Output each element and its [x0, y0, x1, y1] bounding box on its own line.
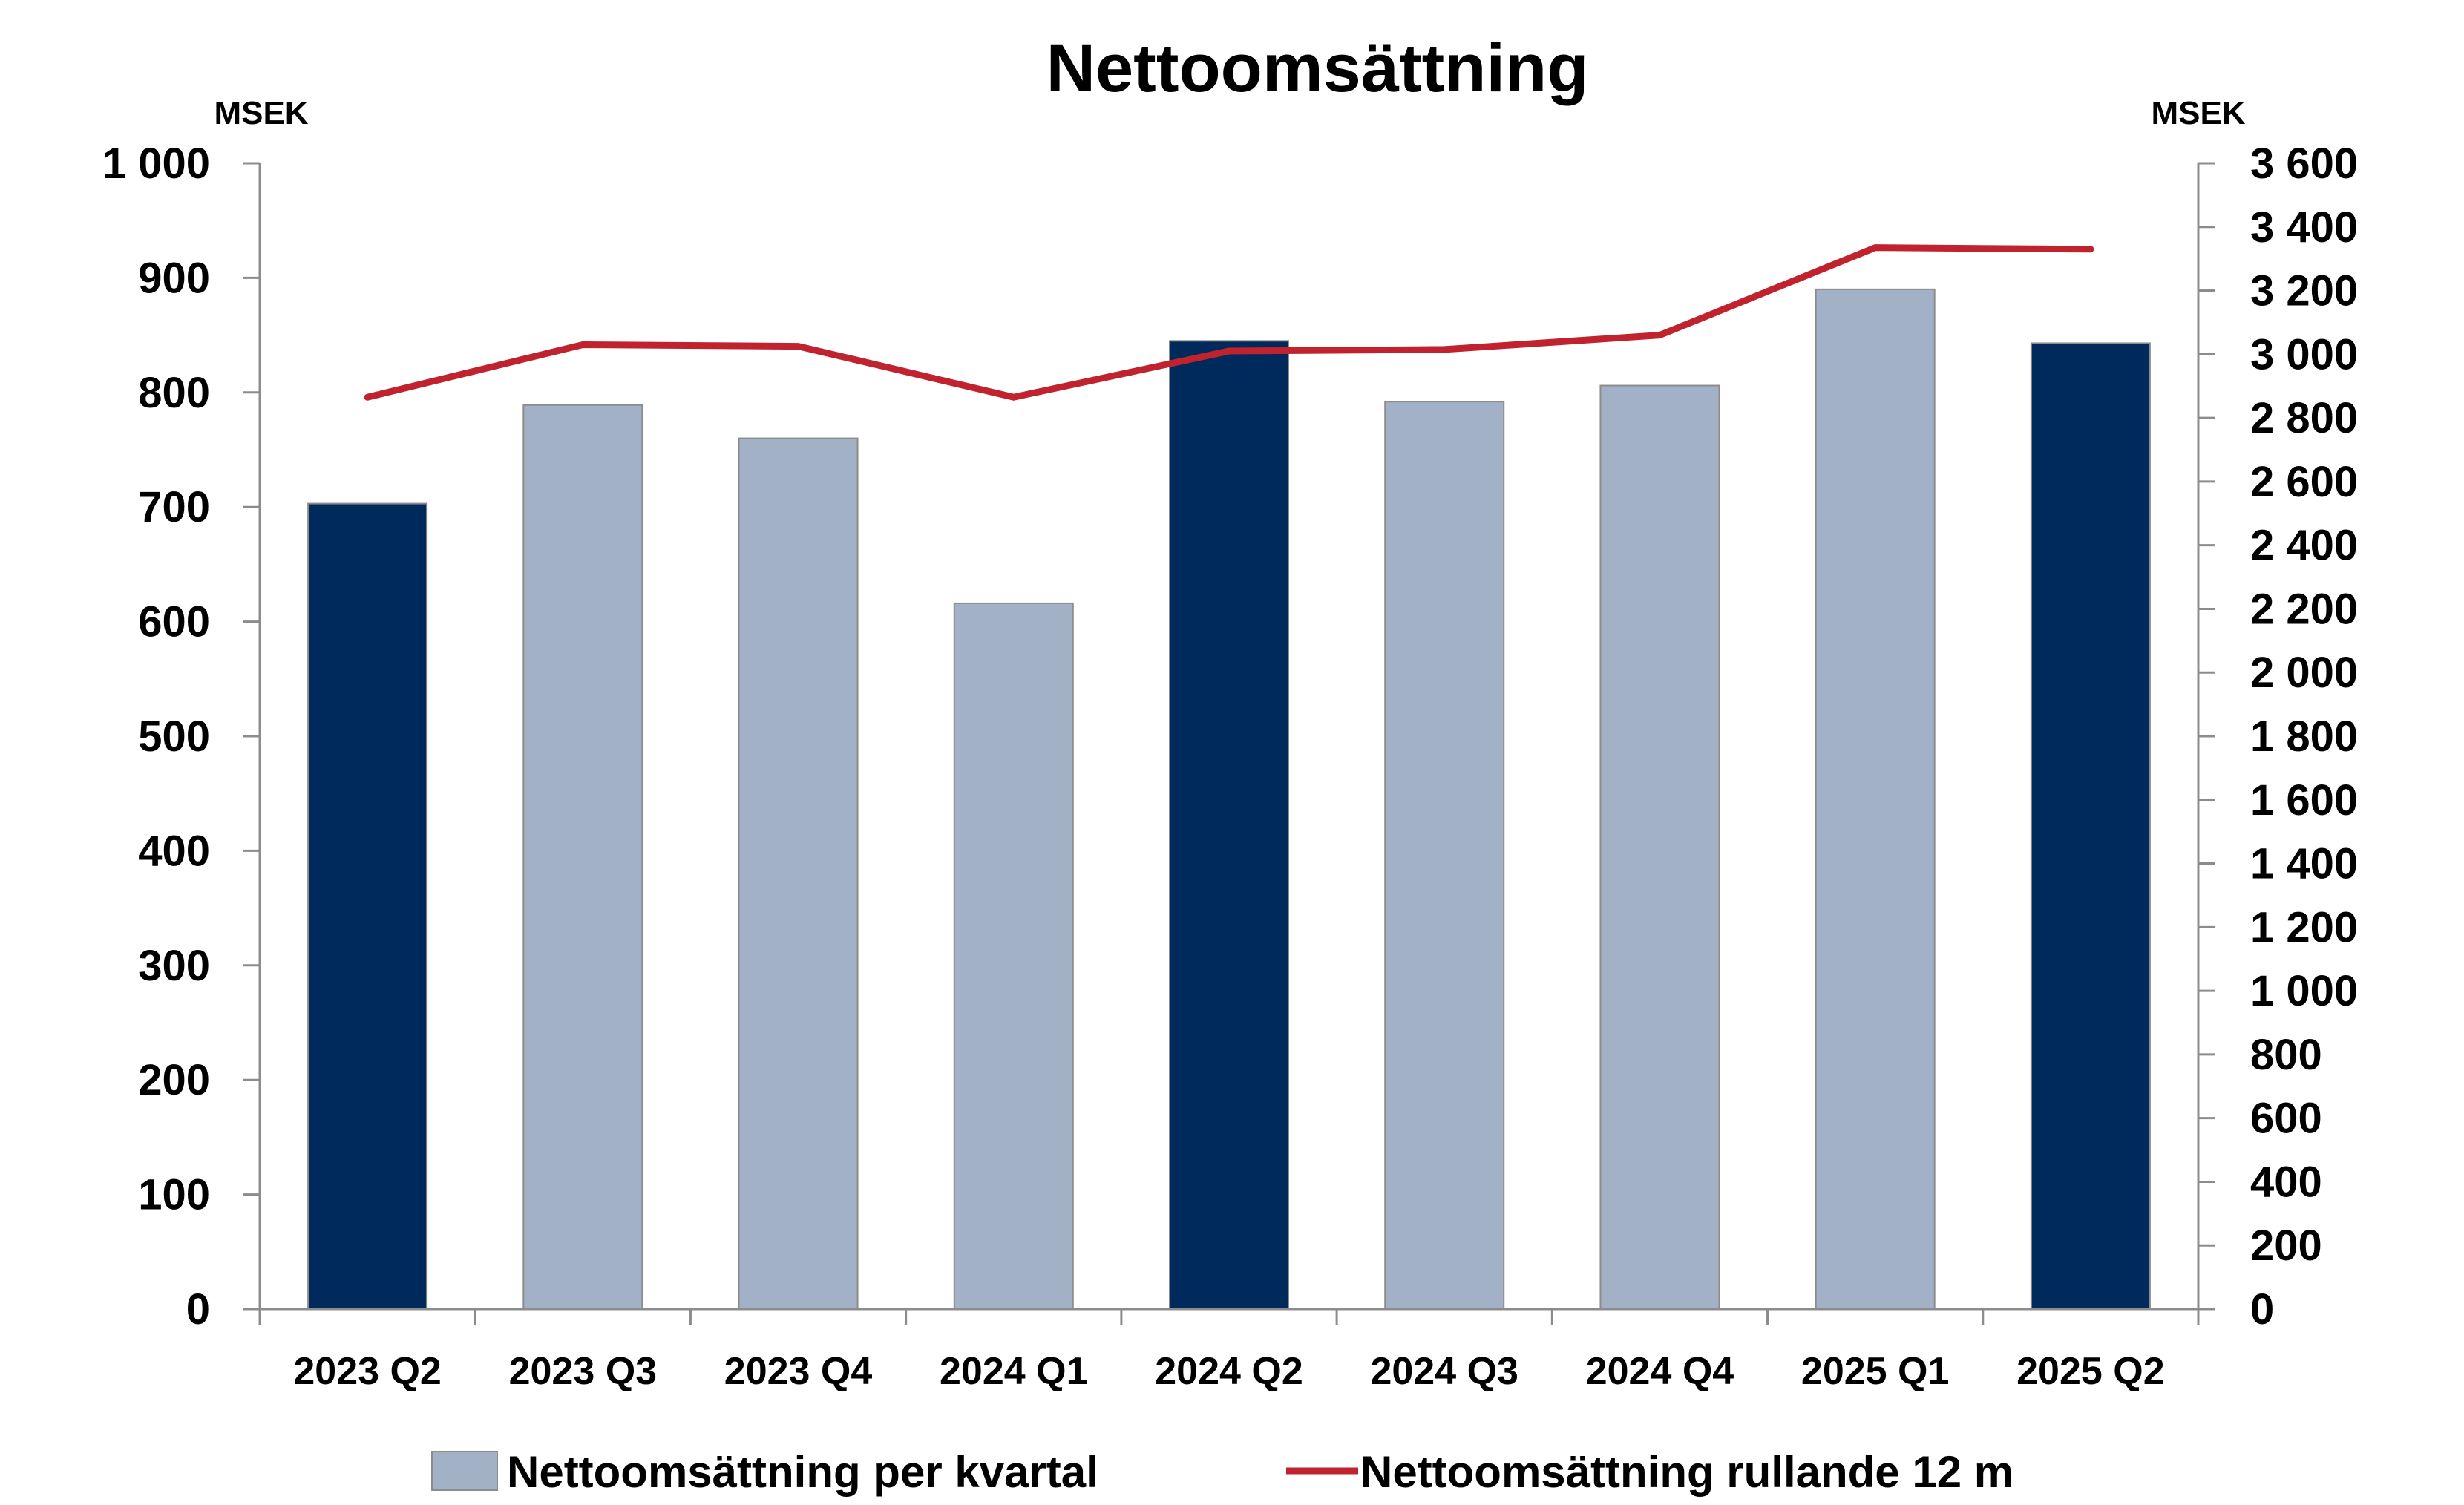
right-tick-label: 2 200 [2250, 585, 2358, 633]
legend-bar-swatch [432, 1452, 497, 1490]
x-category-label: 2025 Q2 [2016, 1350, 2165, 1393]
legend: Nettoomsättning per kvartal Nettoomsättn… [432, 1447, 2014, 1497]
right-tick-label: 3 600 [2250, 140, 2358, 188]
right-tick-label: 1 600 [2250, 776, 2358, 824]
right-tick-label: 1 200 [2250, 903, 2358, 951]
x-category-label: 2024 Q3 [1370, 1350, 1518, 1393]
chart-title: Nettoomsättning [1046, 30, 1589, 106]
left-axis-unit: MSEK [214, 95, 308, 131]
bars-layer [308, 289, 2150, 1309]
left-tick-label: 600 [138, 598, 210, 646]
right-tick-label: 3 200 [2250, 267, 2358, 315]
x-category-label: 2023 Q2 [293, 1350, 442, 1393]
bar-2023-q4 [739, 439, 858, 1309]
x-category-label: 2024 Q4 [1586, 1350, 1734, 1393]
legend-bar-label: Nettoomsättning per kvartal [507, 1447, 1098, 1497]
left-tick-label: 800 [138, 369, 210, 417]
left-tick-label: 500 [138, 712, 210, 761]
bar-2024-q3 [1385, 401, 1504, 1309]
left-tick-label: 100 [138, 1171, 210, 1219]
right-tick-label: 800 [2250, 1031, 2322, 1079]
right-tick-label: 600 [2250, 1095, 2322, 1143]
right-tick-label: 2 000 [2250, 649, 2358, 697]
right-tick-label: 3 400 [2250, 203, 2358, 252]
x-category-label: 2023 Q4 [724, 1350, 873, 1393]
right-tick-label: 0 [2250, 1285, 2274, 1334]
left-tick-label: 300 [138, 942, 210, 990]
left-tick-label: 700 [138, 483, 210, 531]
x-category-label: 2024 Q1 [940, 1350, 1088, 1393]
left-tick-label: 900 [138, 254, 210, 302]
x-category-label: 2024 Q2 [1155, 1350, 1303, 1393]
legend-line-label: Nettoomsättning rullande 12 m [1360, 1447, 2014, 1497]
left-tick-label: 200 [138, 1056, 210, 1104]
left-tick-label: 400 [138, 827, 210, 875]
right-tick-label: 1 400 [2250, 840, 2358, 888]
right-tick-label: 2 800 [2250, 394, 2358, 442]
bar-2024-q1 [954, 603, 1073, 1309]
bar-2025-q1 [1816, 289, 1935, 1309]
bar-2023-q3 [523, 405, 642, 1309]
bar-2024-q2 [1170, 341, 1288, 1309]
right-tick-label: 3 000 [2250, 330, 2358, 378]
left-tick-label: 1 000 [102, 140, 210, 188]
bar-2024-q4 [1600, 386, 1719, 1309]
left-tick-label: 0 [186, 1285, 210, 1334]
right-tick-label: 1 000 [2250, 967, 2358, 1015]
bar-2023-q2 [308, 504, 427, 1309]
right-tick-label: 200 [2250, 1222, 2322, 1270]
right-tick-label: 2 600 [2250, 458, 2358, 506]
right-tick-label: 2 400 [2250, 522, 2358, 570]
x-category-label: 2025 Q1 [1801, 1350, 1950, 1393]
right-tick-label: 1 800 [2250, 712, 2358, 761]
right-tick-label: 400 [2250, 1158, 2322, 1206]
x-category-label: 2023 Q3 [509, 1350, 658, 1393]
right-axis-unit: MSEK [2151, 95, 2245, 131]
bar-2025-q2 [2031, 343, 2150, 1309]
